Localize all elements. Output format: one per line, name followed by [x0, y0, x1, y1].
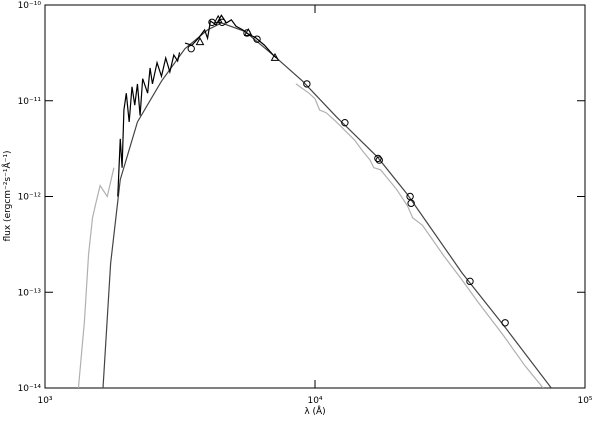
- photometry-point: [466, 277, 474, 286]
- y-tick-label: 10⁻¹⁰: [18, 1, 42, 11]
- y-tick-label: 10⁻¹²: [18, 193, 42, 203]
- photometry-point: [406, 192, 414, 201]
- photometry-point: [501, 319, 509, 327]
- photometry-point: [270, 52, 280, 61]
- y-tick-label: 10⁻¹¹: [18, 97, 42, 107]
- photometry-point: [303, 80, 311, 88]
- photometry-point: [213, 14, 223, 23]
- photometry-point: [187, 44, 195, 53]
- y-tick-label: 10⁻¹⁴: [18, 384, 42, 394]
- photometry-point: [195, 37, 205, 46]
- photometry-point: [243, 27, 253, 37]
- photometry-point: [374, 154, 382, 163]
- x-axis-label: λ (Å): [304, 405, 325, 417]
- photometry-point: [375, 156, 383, 164]
- plot-area: [77, 14, 552, 388]
- x-tick-label: 10³: [37, 396, 52, 406]
- photometry-point: [407, 199, 415, 207]
- plot-frame: [44, 4, 586, 389]
- y-axis-label: flux (ergcm⁻²s⁻¹Å⁻¹): [1, 150, 13, 241]
- x-tick-label: 10⁴: [307, 396, 322, 406]
- photometry-point: [341, 118, 349, 127]
- x-tick-label: 10⁵: [577, 396, 592, 406]
- photometry-point: [253, 35, 261, 43]
- spectrum-line: [117, 14, 277, 197]
- y-tick-label: 10⁻¹³: [18, 288, 42, 298]
- spectrum-line: [102, 22, 552, 388]
- spectrum-line: [77, 83, 544, 388]
